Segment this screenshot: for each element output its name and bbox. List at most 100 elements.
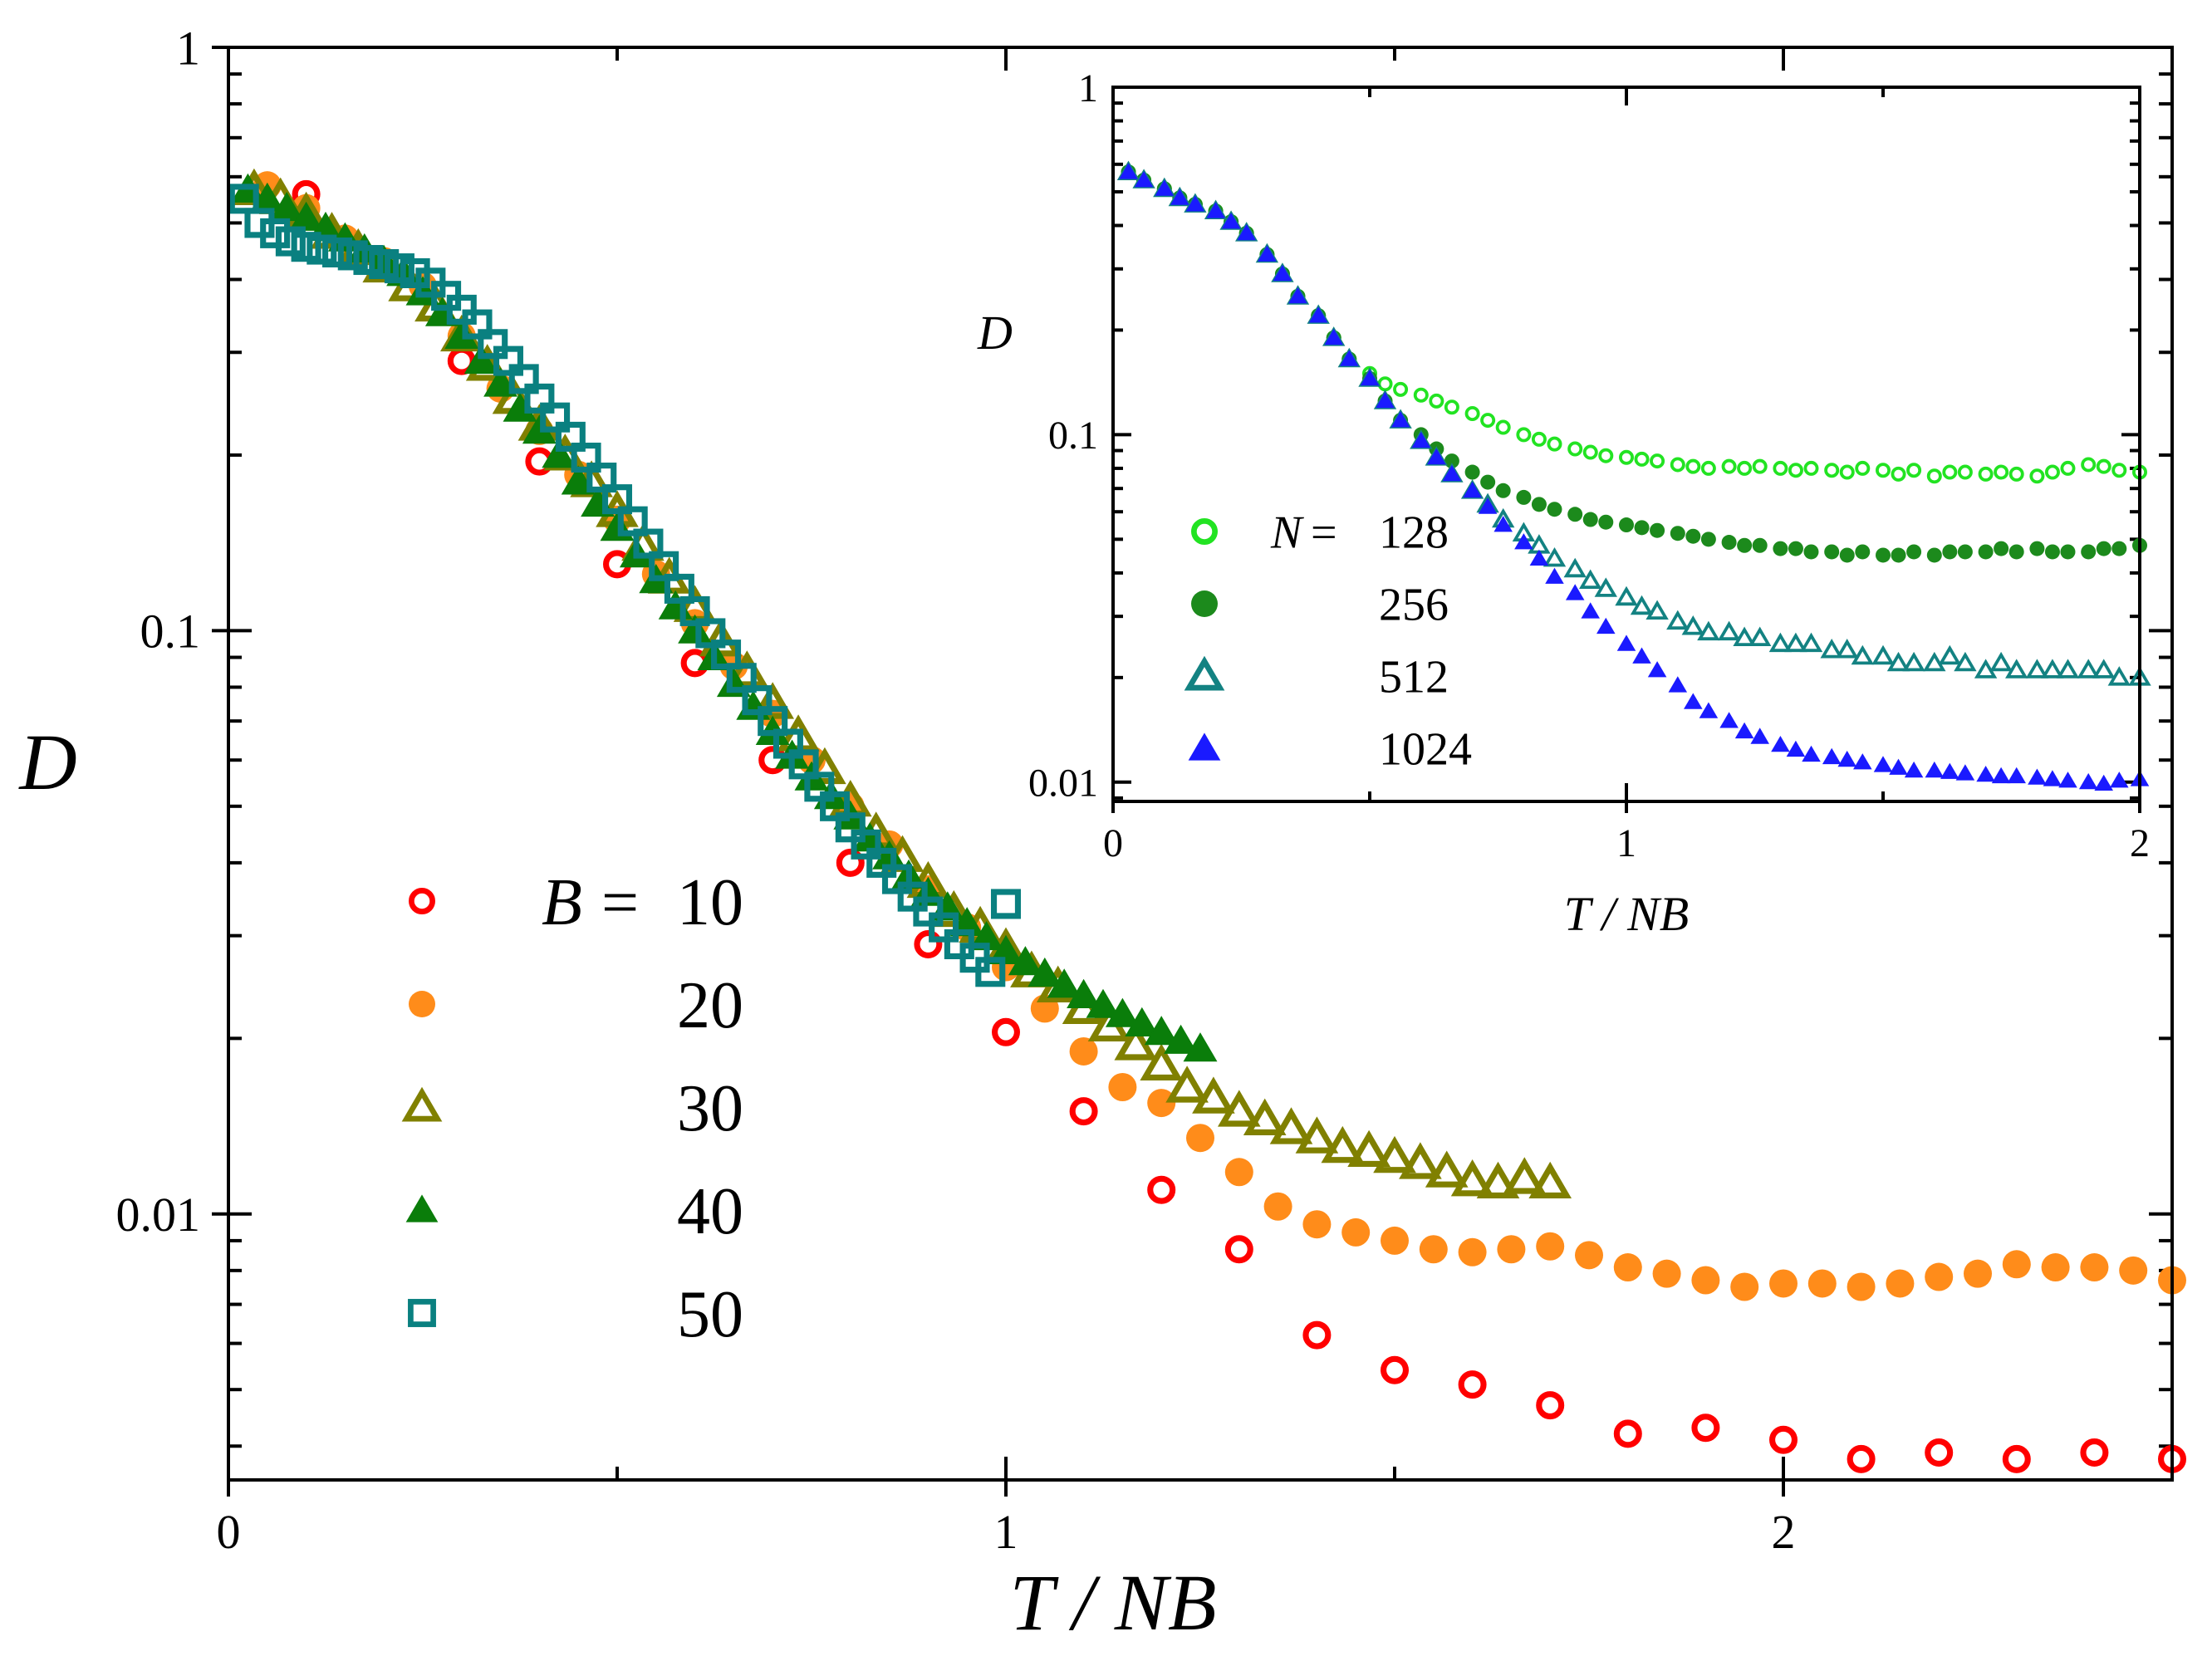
data-point bbox=[524, 383, 555, 414]
data-point bbox=[1891, 547, 1906, 563]
data-point bbox=[1773, 460, 1788, 476]
data-point bbox=[1217, 1090, 1261, 1127]
data-point bbox=[1444, 399, 1459, 415]
data-point bbox=[678, 614, 713, 644]
data-point bbox=[1140, 1043, 1184, 1080]
data-point bbox=[1295, 1116, 1339, 1154]
data-point bbox=[1458, 1370, 1487, 1399]
data-point bbox=[1926, 468, 1942, 484]
data-point bbox=[1700, 532, 1716, 547]
data-point bbox=[1891, 466, 1906, 482]
data-point bbox=[1425, 1150, 1469, 1188]
data-point bbox=[1269, 1107, 1313, 1144]
x-tick-label: 2 bbox=[2130, 821, 2150, 865]
data-point bbox=[1786, 740, 1806, 757]
data-point bbox=[1837, 750, 1856, 767]
data-point bbox=[2044, 464, 2060, 480]
data-point bbox=[1737, 460, 1753, 476]
data-point bbox=[1978, 466, 1994, 482]
data-point bbox=[1957, 544, 1973, 560]
data-point bbox=[2077, 659, 2100, 679]
data-point bbox=[1820, 639, 1843, 659]
data-point bbox=[1529, 549, 1549, 566]
legend-marker bbox=[1190, 517, 1218, 545]
data-point bbox=[1974, 659, 1998, 679]
legend-entry: 512 bbox=[1184, 652, 1449, 703]
inset-points bbox=[1116, 160, 2151, 791]
data-point bbox=[1824, 544, 1840, 560]
x-tick-label: 0 bbox=[1103, 821, 1123, 865]
data-point bbox=[228, 184, 259, 214]
data-point bbox=[1192, 1076, 1235, 1114]
data-point bbox=[1788, 541, 1803, 556]
data-point bbox=[1902, 651, 1925, 672]
data-point bbox=[1681, 615, 1704, 635]
data-point bbox=[1923, 651, 1946, 672]
data-point bbox=[1906, 463, 1922, 478]
data-point bbox=[1476, 1161, 1520, 1198]
legend-label: 10 bbox=[677, 866, 743, 939]
legend-equals: = bbox=[1311, 507, 1337, 559]
data-point bbox=[561, 465, 596, 495]
data-point bbox=[2096, 541, 2111, 556]
x-tick-label: 0 bbox=[217, 1505, 241, 1559]
data-point bbox=[1543, 546, 1567, 567]
data-point bbox=[1147, 1175, 1176, 1204]
data-point bbox=[601, 484, 633, 515]
data-point bbox=[914, 929, 943, 958]
data-point bbox=[1134, 171, 1154, 188]
data-point bbox=[1598, 448, 1614, 463]
data-point bbox=[1381, 1226, 1409, 1255]
data-point bbox=[1596, 617, 1616, 634]
data-point bbox=[1989, 651, 2013, 672]
data-point bbox=[1480, 413, 1496, 429]
data-point bbox=[1547, 502, 1562, 517]
legend-entry: 40 bbox=[405, 1175, 743, 1248]
data-point bbox=[913, 896, 944, 927]
data-point bbox=[1221, 213, 1241, 229]
data-point bbox=[1360, 370, 1380, 386]
legend-marker bbox=[409, 991, 435, 1017]
data-point bbox=[1615, 585, 1638, 606]
data-point bbox=[1547, 436, 1562, 452]
data-point bbox=[1380, 1355, 1409, 1384]
data-point bbox=[617, 506, 648, 536]
data-point bbox=[2080, 1438, 2109, 1467]
data-point bbox=[1875, 463, 1891, 478]
main-points bbox=[228, 168, 2187, 1473]
data-point bbox=[1619, 517, 1634, 533]
data-point bbox=[1737, 537, 1753, 553]
data-point bbox=[1650, 453, 1665, 469]
legend-entry: 20 bbox=[409, 969, 743, 1042]
data-point bbox=[2029, 541, 2045, 556]
x-tick-label: 1 bbox=[994, 1505, 1018, 1559]
y-tick-label: 1 bbox=[1078, 66, 1098, 110]
legend-entry: 30 bbox=[401, 1072, 743, 1145]
data-point bbox=[1957, 464, 1973, 480]
data-point bbox=[1697, 620, 1720, 641]
data-point bbox=[1799, 632, 1823, 653]
data-point bbox=[1373, 1135, 1416, 1173]
data-point bbox=[1243, 1098, 1287, 1135]
data-point bbox=[1670, 457, 1685, 473]
data-point bbox=[988, 934, 1023, 964]
data-point bbox=[2111, 463, 2127, 478]
data-point bbox=[1567, 441, 1583, 457]
data-point bbox=[990, 889, 1022, 919]
main-y-axis-label: D bbox=[17, 718, 76, 806]
data-point bbox=[1802, 745, 1821, 762]
data-point bbox=[1994, 541, 2009, 556]
data-point bbox=[804, 772, 835, 802]
data-point bbox=[2041, 659, 2064, 679]
data-point bbox=[711, 639, 742, 670]
legend-label: 30 bbox=[677, 1072, 743, 1145]
data-point bbox=[2008, 544, 2024, 560]
data-point bbox=[1855, 544, 1871, 560]
x-tick-label: 1 bbox=[1616, 821, 1636, 865]
y-tick-label: 0.1 bbox=[140, 605, 201, 659]
data-point bbox=[405, 276, 440, 306]
data-point bbox=[1685, 458, 1701, 474]
data-point bbox=[1619, 449, 1635, 465]
data-point bbox=[1938, 644, 1961, 665]
data-point bbox=[2007, 767, 2026, 784]
